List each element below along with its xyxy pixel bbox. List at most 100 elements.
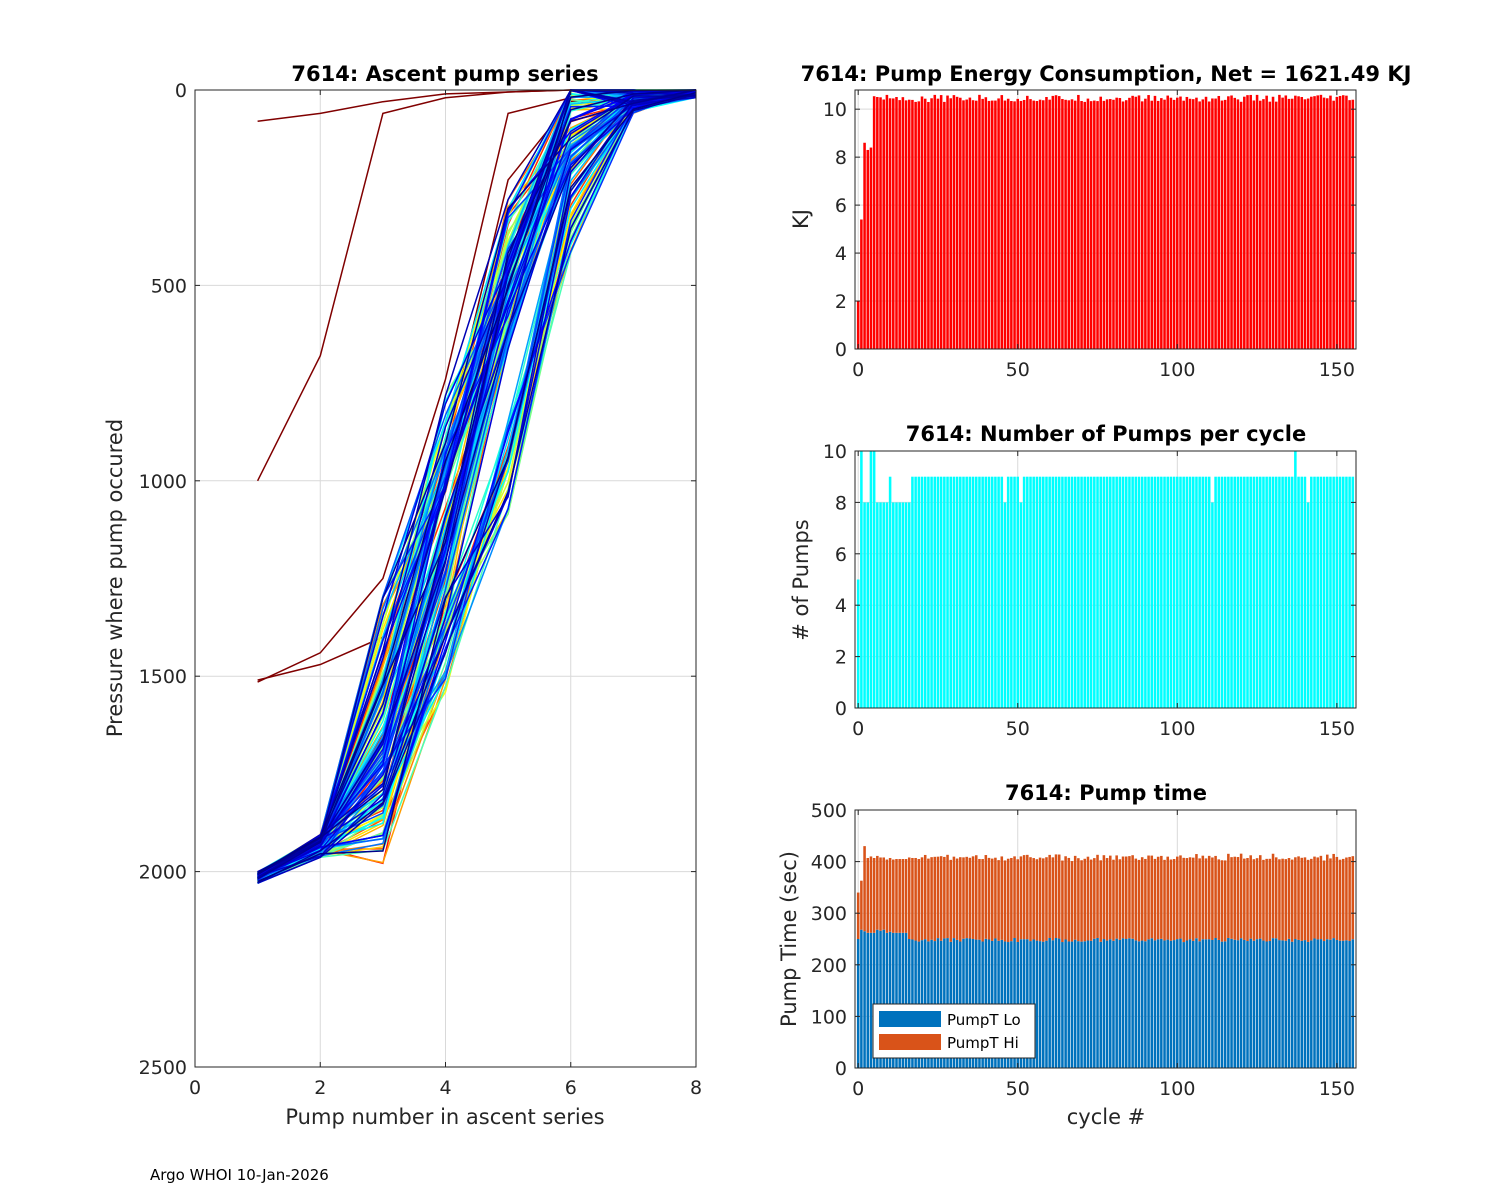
pumptime-bar-hi	[1026, 854, 1029, 940]
chart-pumps: 0 50 100 150 0 2 4 6 8 10 7614: Number of Pumps p…	[789, 422, 1357, 740]
energy-bar	[1220, 100, 1224, 349]
pumptime-bar-hi	[1010, 857, 1013, 942]
energy-bar	[965, 99, 968, 349]
energy-bar	[952, 95, 956, 350]
pumptime-bar-hi	[1220, 860, 1224, 942]
pumptime-bar-hi	[1045, 857, 1048, 941]
energy-bar	[869, 147, 873, 349]
pumptime-bar-hi	[1105, 858, 1109, 941]
pumps-bar	[1093, 476, 1096, 708]
pumps-bar	[1042, 476, 1045, 708]
pumps-ylabel: # of Pumps	[789, 519, 813, 641]
pumps-bar	[987, 476, 991, 708]
energy-bar	[1144, 98, 1147, 349]
ascent-xlabel: Pump number in ascent series	[285, 1105, 604, 1129]
pumps-bar	[943, 476, 946, 708]
pumps-xtick-label: 50	[1006, 718, 1030, 740]
pumptime-bar-lo	[1281, 940, 1284, 1068]
pumptime-bar-lo	[1294, 939, 1297, 1068]
pumps-bar	[1099, 476, 1102, 708]
energy-bar	[1016, 98, 1020, 349]
energy-bar	[1061, 98, 1064, 350]
pumptime-bar-hi	[1032, 858, 1035, 940]
pumptime-bar-lo	[1345, 940, 1348, 1068]
pumptime-bar-lo	[1099, 941, 1102, 1068]
pumps-bar	[1188, 476, 1192, 708]
pumps-bar	[872, 451, 876, 708]
pumptime-bar-lo	[1268, 940, 1272, 1068]
pumptime-bar-hi	[930, 857, 933, 940]
pumps-bar	[876, 502, 879, 708]
pumps-bar	[1156, 476, 1160, 708]
pumptime-bar-hi	[955, 858, 959, 940]
pumps-bar	[1303, 476, 1307, 708]
energy-bar	[987, 100, 991, 350]
energy-bar	[1093, 100, 1096, 349]
pumptime-ytick-label: 100	[811, 1006, 847, 1028]
pumps-ticks: 0 50 100 150 0 2 4 6 8 10	[823, 441, 1356, 740]
pumps-bar	[933, 476, 937, 708]
pumptime-bar-hi	[1214, 855, 1217, 938]
pumps-bar	[1073, 476, 1077, 708]
pumptime-bar-lo	[1278, 940, 1281, 1068]
pumptime-bar-lo	[1335, 939, 1339, 1068]
pumps-bar	[1006, 476, 1010, 708]
pumptime-bar-hi	[1306, 859, 1310, 942]
pumptime-bar-lo	[1112, 940, 1115, 1068]
pumptime-bar-hi	[1176, 856, 1179, 940]
ascent-ytick-label: 500	[151, 275, 187, 297]
pumps-bar	[1207, 476, 1211, 708]
energy-bar	[927, 101, 930, 350]
energy-bar	[1268, 101, 1272, 349]
pumps-bar	[863, 502, 866, 708]
pumps-bar	[1351, 476, 1355, 708]
energy-bar	[923, 98, 927, 349]
pumptime-bar-lo	[1341, 940, 1345, 1068]
pumptime-bar-hi	[882, 857, 885, 930]
chart-energy: 0 50 100 150 0 2 4 6 8 10 7614: Pump Energy Consu…	[789, 62, 1411, 381]
pumptime-bar-hi	[1290, 859, 1294, 942]
pumps-bar	[907, 502, 911, 708]
energy-bar	[901, 97, 905, 349]
pumps-bar	[898, 502, 901, 708]
pumptime-bar-lo	[898, 932, 901, 1068]
energy-bar	[1083, 101, 1087, 350]
pumptime-bar-hi	[876, 855, 879, 930]
energy-bar	[1166, 95, 1169, 349]
pumps-bar	[1201, 476, 1205, 708]
energy-bar	[1217, 95, 1221, 349]
pumptime-bar-lo	[1348, 940, 1351, 1068]
ascent-ytick-label: 1000	[139, 471, 187, 493]
pumps-bar	[1102, 476, 1106, 708]
pumptime-bar-hi	[1284, 859, 1288, 941]
pumps-bar	[1214, 476, 1217, 708]
pumptime-bar-hi	[1022, 855, 1026, 940]
energy-bar	[1045, 97, 1048, 349]
pumps-bar	[1086, 476, 1090, 708]
energy-bar	[1246, 95, 1249, 349]
ascent-xtick-label: 8	[690, 1077, 702, 1099]
pumptime-bar-lo	[1290, 941, 1294, 1068]
pumptime-ytick-label: 400	[811, 852, 847, 874]
pumptime-title: 7614: Pump time	[1005, 781, 1207, 805]
pumps-bar	[1316, 476, 1319, 708]
energy-bar	[994, 100, 997, 349]
pumps-bar	[984, 476, 988, 708]
pumptime-bar-lo	[1313, 938, 1316, 1068]
legend-swatch-lo	[879, 1011, 941, 1027]
energy-bar	[1351, 99, 1355, 349]
pumptime-bar-lo	[869, 932, 873, 1068]
pumptime-bar-lo	[863, 931, 866, 1068]
pumptime-bar-hi	[965, 856, 968, 939]
energy-bar	[892, 98, 895, 350]
pumptime-bar-lo	[1153, 940, 1157, 1068]
energy-bar	[984, 97, 988, 349]
energy-bar	[1239, 101, 1243, 349]
pumptime-bar-lo	[1297, 939, 1300, 1068]
pumps-bar	[949, 476, 953, 708]
pumptime-bar-lo	[892, 932, 895, 1068]
pumptime-bar-lo	[888, 931, 892, 1068]
energy-bar	[939, 95, 943, 349]
pumptime-bar-lo	[1086, 940, 1090, 1068]
pumptime-bar-hi	[946, 854, 949, 939]
